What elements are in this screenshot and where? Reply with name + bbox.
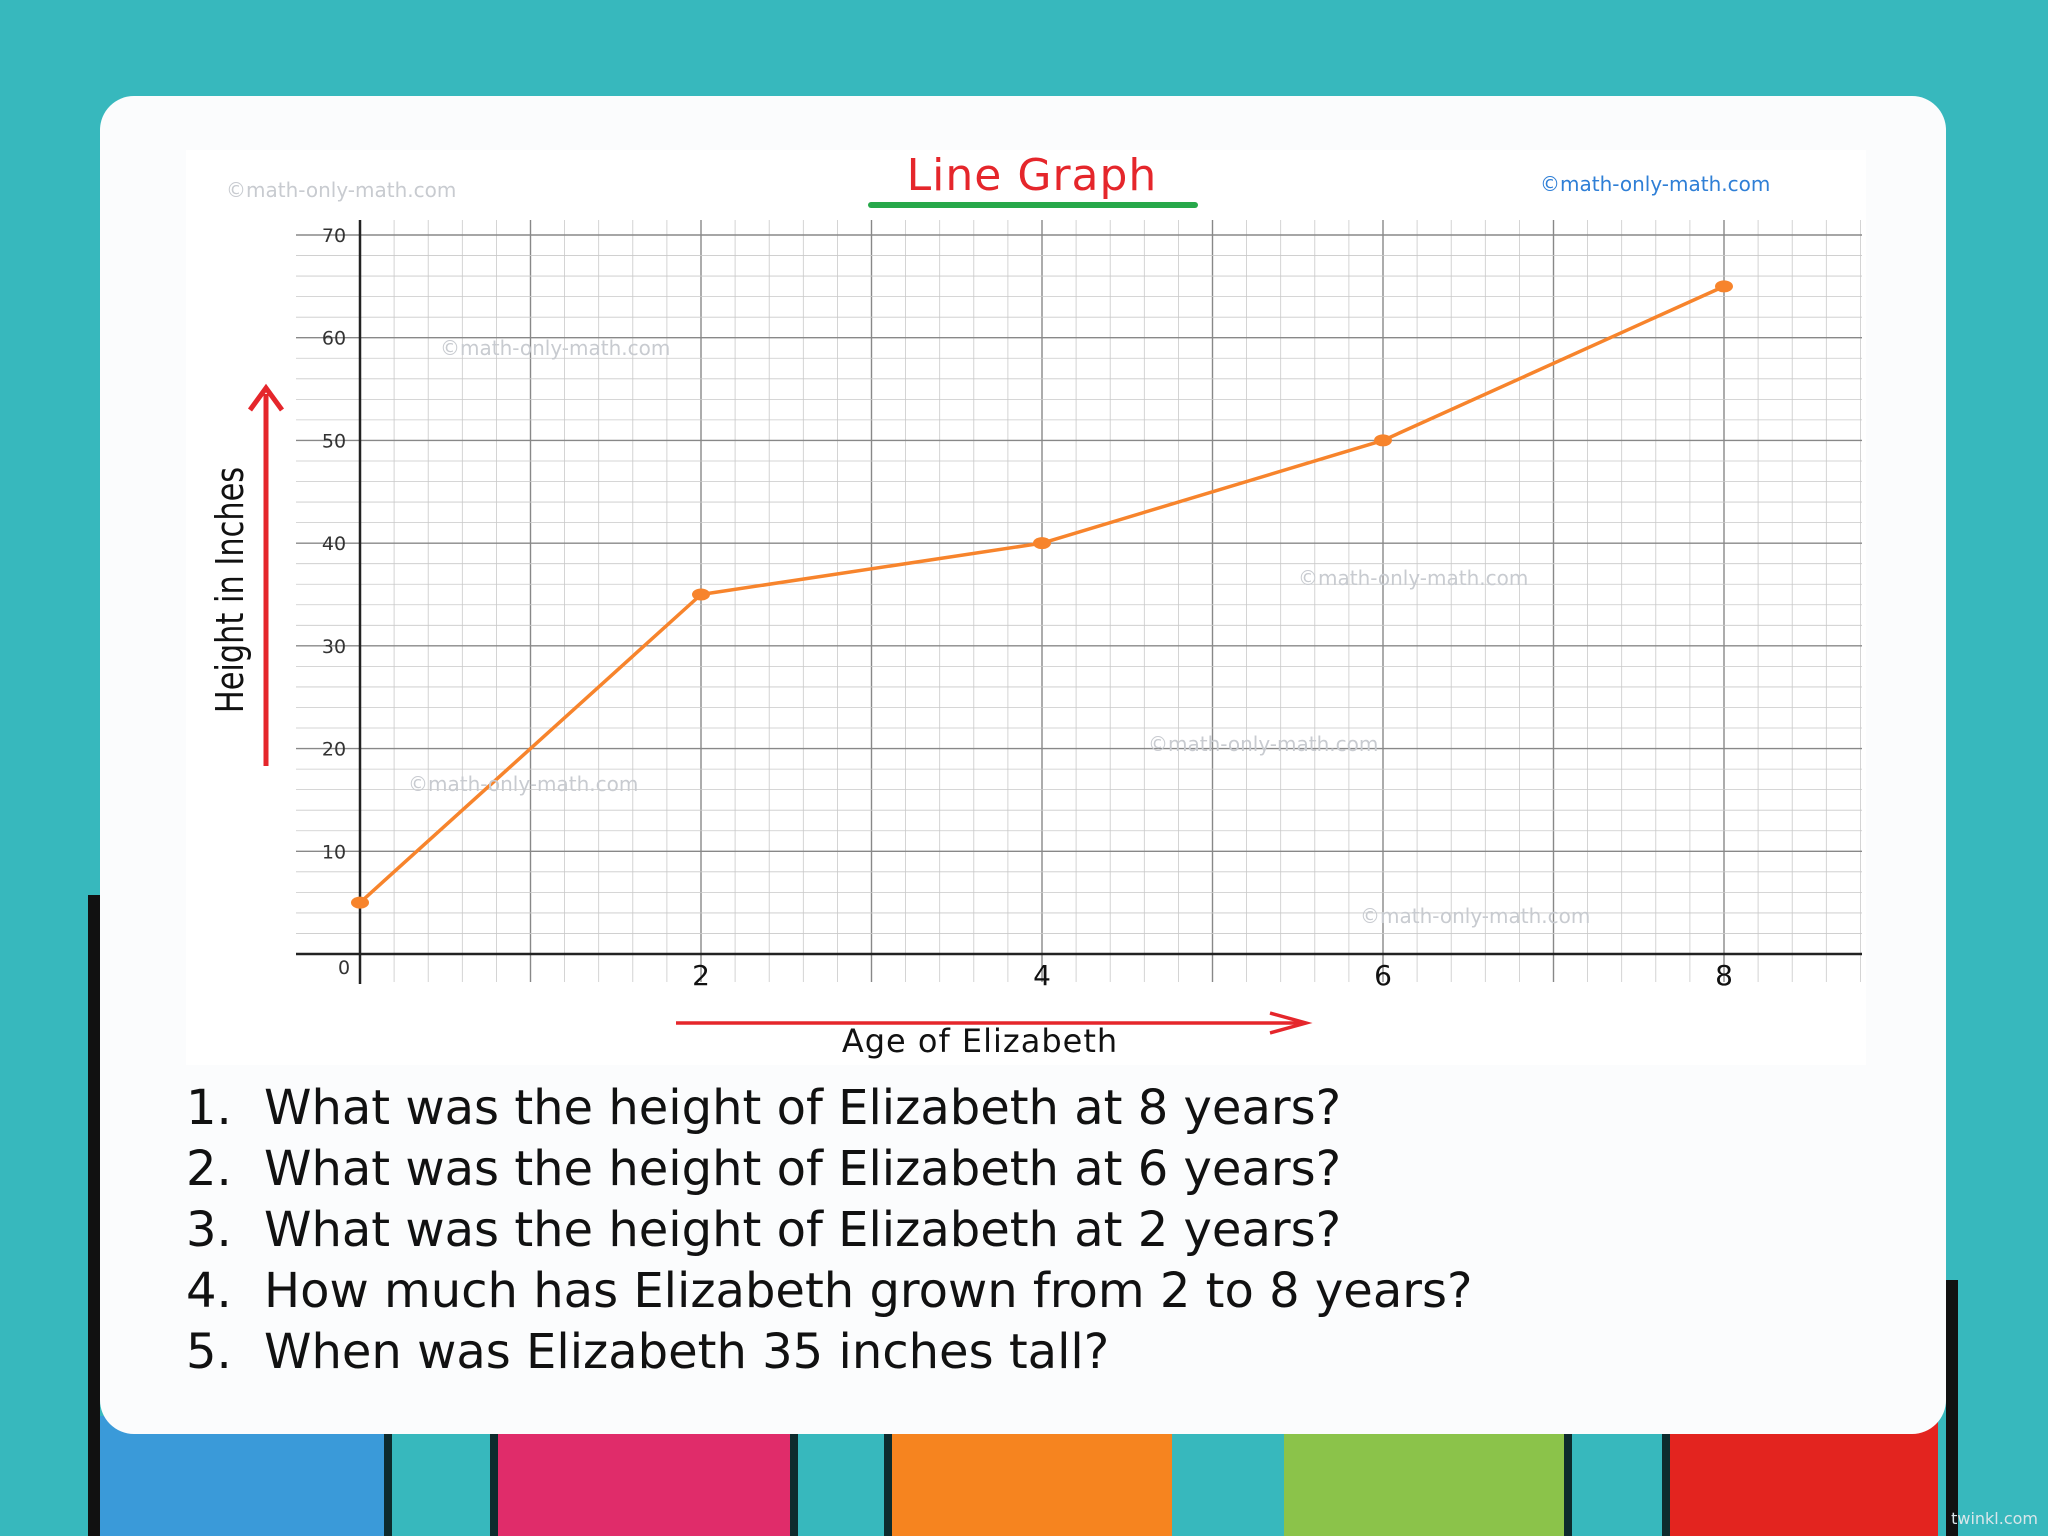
y-axis-label: Height in Inches — [208, 466, 252, 714]
background-divider — [1564, 1420, 1572, 1536]
watermark: ©math-only-math.com — [1298, 566, 1529, 590]
background-bar — [1284, 1416, 1564, 1536]
title-underline — [868, 202, 1198, 208]
y-tick-label: 70 — [322, 225, 346, 247]
chart-panel — [186, 150, 1866, 1065]
background-post — [1946, 1280, 1958, 1536]
background-divider — [884, 1420, 892, 1536]
question-number: 5. — [186, 1324, 232, 1380]
watermark: ©math-only-math.com — [1148, 732, 1379, 756]
x-tick-label: 4 — [1033, 959, 1051, 992]
list-item: 3. What was the height of Elizabeth at 2 … — [186, 1200, 1472, 1261]
y-tick-label: 40 — [322, 533, 346, 555]
y-tick-label: 20 — [322, 739, 346, 761]
data-point — [692, 588, 710, 601]
question-list: 1. What was the height of Elizabeth at 8 … — [186, 1078, 1472, 1383]
site-mark: twinkl.com — [1951, 1509, 2038, 1528]
question-text: What was the height of Elizabeth at 2 ye… — [264, 1202, 1342, 1258]
x-tick-label: 8 — [1715, 959, 1733, 992]
y-tick-label: 60 — [322, 328, 346, 350]
question-number: 3. — [186, 1202, 232, 1258]
list-item: 1. What was the height of Elizabeth at 8 … — [186, 1078, 1472, 1139]
background-post — [88, 895, 100, 1536]
watermark: ©math-only-math.com — [1360, 904, 1591, 928]
chart-title: Line Graph — [906, 150, 1158, 201]
data-point — [351, 896, 369, 909]
watermark: ©math-only-math.com — [1540, 172, 1771, 196]
background-divider — [790, 1420, 798, 1536]
x-axis-arrow-head — [1269, 1011, 1313, 1035]
line-chart: 0 10 20 30 40 50 60 70 2 4 6 8 — [247, 220, 1862, 1035]
x-tick-label: 2 — [692, 959, 710, 992]
question-number: 2. — [186, 1141, 232, 1197]
background-bar — [100, 1416, 384, 1536]
list-item: 5. When was Elizabeth 35 inches tall? — [186, 1322, 1472, 1383]
data-point — [1374, 434, 1392, 447]
background-bar — [890, 1416, 1172, 1536]
y-axis-arrow-head — [247, 383, 285, 412]
watermark: ©math-only-math.com — [226, 178, 457, 202]
question-text: What was the height of Elizabeth at 6 ye… — [264, 1141, 1342, 1197]
data-point — [1715, 280, 1733, 293]
y-tick-label: 50 — [322, 430, 346, 452]
background-divider — [1662, 1420, 1670, 1536]
y-tick-label: 10 — [322, 841, 346, 863]
list-item: 2. What was the height of Elizabeth at 6 … — [186, 1139, 1472, 1200]
y-tick-label: 0 — [338, 957, 350, 979]
question-text: When was Elizabeth 35 inches tall? — [264, 1324, 1110, 1380]
watermark: ©math-only-math.com — [440, 336, 671, 360]
background-divider — [490, 1420, 498, 1536]
watermark: ©math-only-math.com — [408, 772, 639, 796]
question-text: What was the height of Elizabeth at 8 ye… — [264, 1080, 1342, 1136]
question-text: How much has Elizabeth grown from 2 to 8… — [264, 1263, 1473, 1319]
data-point — [1033, 537, 1051, 550]
y-tick-label: 30 — [322, 636, 346, 658]
background-bar — [494, 1416, 790, 1536]
background-bar — [1668, 1416, 1938, 1536]
question-number: 4. — [186, 1263, 232, 1319]
list-item: 4. How much has Elizabeth grown from 2 to… — [186, 1261, 1472, 1322]
x-axis-label: Age of Elizabeth — [841, 1022, 1119, 1060]
question-number: 1. — [186, 1080, 232, 1136]
background-divider — [384, 1420, 392, 1536]
chart-grid — [296, 220, 1862, 982]
x-tick-label: 6 — [1374, 959, 1392, 992]
